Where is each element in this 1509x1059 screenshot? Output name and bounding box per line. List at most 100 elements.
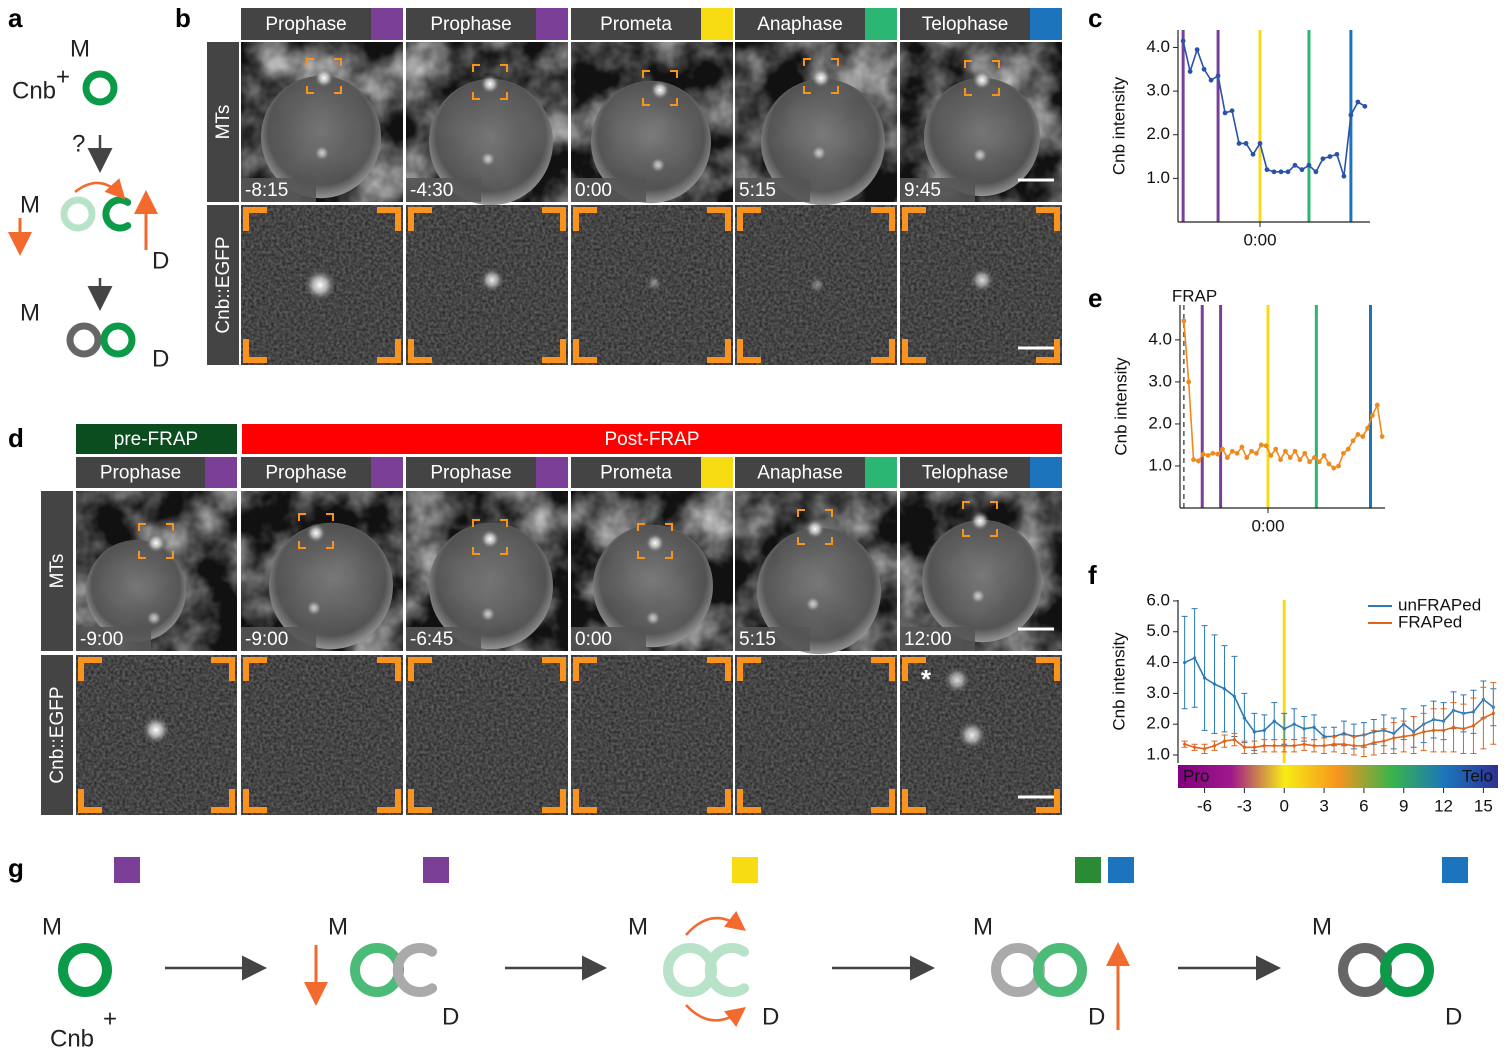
data-point xyxy=(1402,735,1405,738)
data-point xyxy=(1251,152,1256,157)
ring xyxy=(86,74,114,102)
cnb-sup: + xyxy=(56,63,70,90)
phase-marker xyxy=(1442,857,1468,883)
x-tick-label: 15 xyxy=(1474,796,1493,815)
phase-color xyxy=(865,8,897,40)
mother-label: M xyxy=(1312,913,1332,940)
data-point xyxy=(1342,174,1347,179)
micrograph-texture xyxy=(571,655,733,815)
data-point xyxy=(1230,449,1235,454)
phase-label: Anaphase xyxy=(757,463,843,484)
data-point xyxy=(1203,747,1206,750)
cnb-signal xyxy=(809,277,825,293)
daughter-label: D xyxy=(152,345,169,372)
panel-label: g xyxy=(8,853,24,883)
data-point xyxy=(1321,156,1326,161)
phase-label: Anaphase xyxy=(757,14,843,35)
cell xyxy=(86,540,186,642)
micrograph-texture xyxy=(735,655,897,815)
series-line xyxy=(1185,713,1494,748)
data-point xyxy=(1307,459,1312,464)
ring xyxy=(63,948,107,992)
cnb-label: Cnb xyxy=(50,1025,94,1052)
cell xyxy=(922,520,1042,642)
data-point xyxy=(1253,746,1256,749)
data-point xyxy=(1335,152,1340,157)
row-label: MTs xyxy=(47,554,68,589)
phase-color xyxy=(205,457,237,488)
data-point xyxy=(1322,744,1325,747)
phase-marker xyxy=(114,857,140,883)
data-point xyxy=(1312,455,1317,460)
cnb-signal xyxy=(304,269,336,301)
timestamp: -9:00 xyxy=(80,629,123,650)
data-point xyxy=(1341,451,1346,456)
data-point xyxy=(1293,723,1296,726)
data-point xyxy=(1258,141,1263,146)
data-point xyxy=(1201,452,1206,457)
cnb-signal xyxy=(646,275,662,291)
data-point xyxy=(1244,141,1249,146)
data-point xyxy=(1286,169,1291,174)
data-point xyxy=(1348,113,1353,118)
y-tick-label: 2.0 xyxy=(1146,124,1170,143)
data-point xyxy=(1342,743,1345,746)
data-point xyxy=(1317,459,1322,464)
data-point xyxy=(1225,455,1230,460)
phase-color xyxy=(1030,8,1062,40)
data-point xyxy=(1362,744,1365,747)
y-tick-label: 4.0 xyxy=(1148,329,1172,348)
data-point xyxy=(1302,451,1307,456)
data-point xyxy=(1210,451,1215,456)
data-point xyxy=(1382,740,1385,743)
cnb-signal xyxy=(480,268,504,292)
timestamp: -6:45 xyxy=(410,629,453,650)
data-point xyxy=(1203,676,1206,679)
data-point xyxy=(1360,434,1365,439)
panel-label: c xyxy=(1088,3,1102,33)
row-label: MTs xyxy=(213,105,234,140)
timestamp: -9:00 xyxy=(245,629,288,650)
data-point xyxy=(1352,744,1355,747)
data-point xyxy=(1196,459,1201,464)
timestamp: 5:15 xyxy=(739,180,776,201)
data-point xyxy=(1355,100,1360,105)
data-point xyxy=(1322,453,1327,458)
phase-color xyxy=(1030,457,1062,488)
y-tick-label: 4.0 xyxy=(1146,652,1170,671)
legend-label: FRAPed xyxy=(1398,612,1462,631)
phase-marker xyxy=(1108,857,1134,883)
data-point xyxy=(1452,726,1455,729)
data-point xyxy=(1237,141,1242,146)
y-tick-label: 2.0 xyxy=(1148,413,1172,432)
daughter-label: D xyxy=(762,1003,779,1030)
timestamp: -8:15 xyxy=(245,180,288,201)
data-point xyxy=(1273,447,1278,452)
cnb-sup: + xyxy=(103,1005,117,1032)
data-point xyxy=(1279,169,1284,174)
data-point xyxy=(1300,167,1305,172)
data-point xyxy=(1314,169,1319,174)
curved-arrow xyxy=(686,918,742,935)
spindle-pole xyxy=(645,533,665,553)
ring xyxy=(355,948,399,992)
data-point xyxy=(1303,727,1306,730)
data-point xyxy=(1307,163,1312,168)
data-point xyxy=(1293,449,1298,454)
data-point xyxy=(1193,656,1196,659)
cnb-signal xyxy=(142,716,170,744)
data-point xyxy=(1365,426,1370,431)
data-point xyxy=(1303,743,1306,746)
mother-label: M xyxy=(20,191,40,218)
spindle-pole xyxy=(480,606,496,622)
cnb-signal xyxy=(944,667,970,693)
phase-marker xyxy=(423,857,449,883)
data-point xyxy=(1268,453,1273,458)
phase-label: Prophase xyxy=(100,463,181,484)
x-tick-label: 3 xyxy=(1319,796,1328,815)
curved-arrow xyxy=(75,183,122,196)
phase-marker xyxy=(1075,857,1101,883)
data-point xyxy=(1265,167,1270,172)
timestamp: 0:00 xyxy=(575,629,612,650)
data-point xyxy=(1327,461,1332,466)
